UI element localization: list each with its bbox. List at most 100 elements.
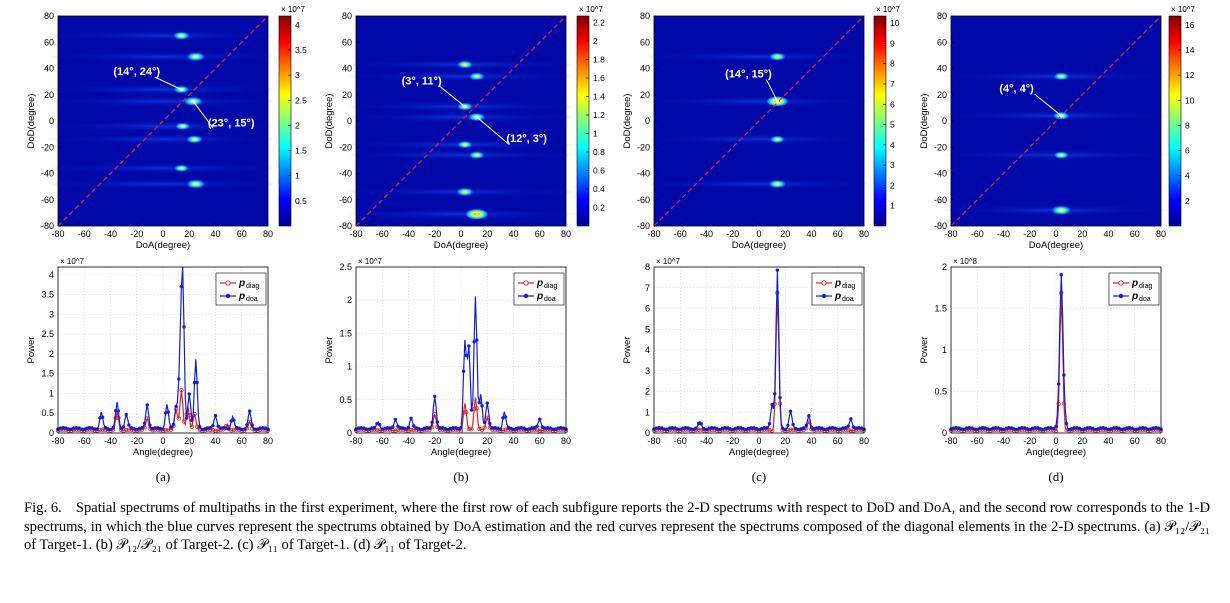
series-marker-doa [788,409,793,413]
series-marker-diag [393,428,398,433]
legend-sub-diag: diag [1139,283,1152,290]
series-marker-doa [137,426,142,431]
series-marker-doa [401,426,405,430]
series-marker-diag [409,428,414,433]
colorbar-scale: × 10^7 [876,5,901,14]
heatmap-haze [47,84,279,95]
series-marker-doa [1085,426,1090,430]
colorbar-tick-label: 3.5 [295,45,307,55]
spectrum-xtick: 20 [780,436,790,446]
series-marker-doa [807,414,811,418]
series-marker-doa [412,424,416,428]
heatmap-peak [455,60,474,69]
series-marker-doa [514,427,518,431]
series-marker-doa [738,426,743,430]
series-marker-diag [411,427,416,432]
series-marker-doa [746,426,751,431]
series-marker-doa [1009,426,1014,430]
series-marker-doa [477,400,482,405]
heatmap-xtick: 20 [780,229,790,239]
series-marker-doa [121,425,126,429]
series-marker-doa [970,426,974,430]
series-marker-doa [699,422,703,426]
spectrum-xtick: -80 [647,436,660,446]
heatmap-peak [468,72,486,81]
spectrum-ylabel: Power [324,337,335,364]
spectrum-ytick: 2.5 [339,262,352,272]
colorbar-tick-label: 10 [1185,95,1195,105]
series-marker-doa [74,425,79,430]
spectrum-ylabel: Power [622,337,633,364]
heatmap-haze [47,96,279,107]
series-marker-doa [163,411,168,415]
subfigure-3: -80-80-60-60-40-40-20-200020204040606080… [919,5,1196,484]
series-marker-doa [1033,426,1037,430]
colorbar-tick-label: 2 [295,120,300,130]
caption-label: Fig. 6. [24,500,62,516]
spectrum-xtick: 40 [1103,436,1113,446]
series-marker-doa [993,426,998,430]
spectrum-ytick: 1.5 [934,304,947,314]
heatmap-ytick: -20 [339,142,352,152]
series-marker-diag [477,426,482,432]
series-marker-doa [731,427,735,432]
spectrum-ytick: 2.5 [41,329,54,339]
spectrum-xtick: 60 [237,436,247,446]
series-marker-doa [90,426,94,430]
series-marker-doa [833,426,837,430]
series-marker-doa [1056,382,1061,386]
series-marker-diag [216,428,221,433]
spectrum-xtick: -60 [971,436,984,446]
colorbar-scale: × 10^7 [1171,5,1196,14]
series-marker-doa [841,426,845,430]
heatmap-peak [185,179,207,189]
series-marker-doa [759,426,764,431]
series-marker-doa [435,420,440,424]
series-marker-doa [1038,426,1042,431]
series-marker-doa [498,427,503,431]
series-marker-doa [205,426,210,430]
colorbar-tick-label: 7 [890,79,895,89]
series-marker-doa [1093,427,1098,432]
series-marker-doa [422,426,426,431]
heatmap-haze [47,134,279,145]
series-marker-doa [87,425,92,430]
series-marker-doa [972,427,977,431]
series-marker-doa [114,409,118,413]
annotation-arrow [476,116,509,145]
heatmap-ytick: -80 [339,221,352,231]
series-marker-doa [414,426,419,430]
heatmap-ytick: -60 [41,195,54,205]
colorbar-scale: × 10^7 [579,5,604,14]
heatmap-peak [455,187,475,197]
series-marker-doa [530,426,534,430]
series-marker-doa [142,421,147,425]
spectrum-ytick: 1 [347,362,352,372]
spectrum-xtick: 40 [210,436,220,446]
series-marker-doa [1146,427,1150,431]
series-marker-doa [1140,425,1145,430]
spectrum-xtick: -20 [428,436,441,446]
spectrum-xtick: 20 [184,436,194,446]
series-marker-doa [532,425,537,430]
colorbar-tick-label: 3 [295,70,300,80]
legend-label-diag: p [1131,278,1138,289]
heatmap-ytick: 0 [645,116,650,126]
heatmap-ytick: 0 [347,116,352,126]
series-marker-doa [496,426,500,431]
series-marker-doa [1004,426,1008,431]
series-marker-doa [535,424,539,428]
colorbar-tick-label: 1 [593,128,598,138]
heatmap-xtick: -80 [51,229,64,239]
spectrum-xlabel: Angle(degree) [729,447,789,458]
series-marker-doa [501,416,505,420]
spectrum-scale: × 10^7 [358,257,383,266]
series-marker-doa [454,426,458,430]
series-marker-doa [456,426,461,431]
series-marker-doa [377,422,382,427]
series-marker-diag [537,428,542,433]
series-marker-doa [440,426,445,430]
series-marker-doa [108,427,113,432]
heatmap-xtick: -20 [726,229,739,239]
